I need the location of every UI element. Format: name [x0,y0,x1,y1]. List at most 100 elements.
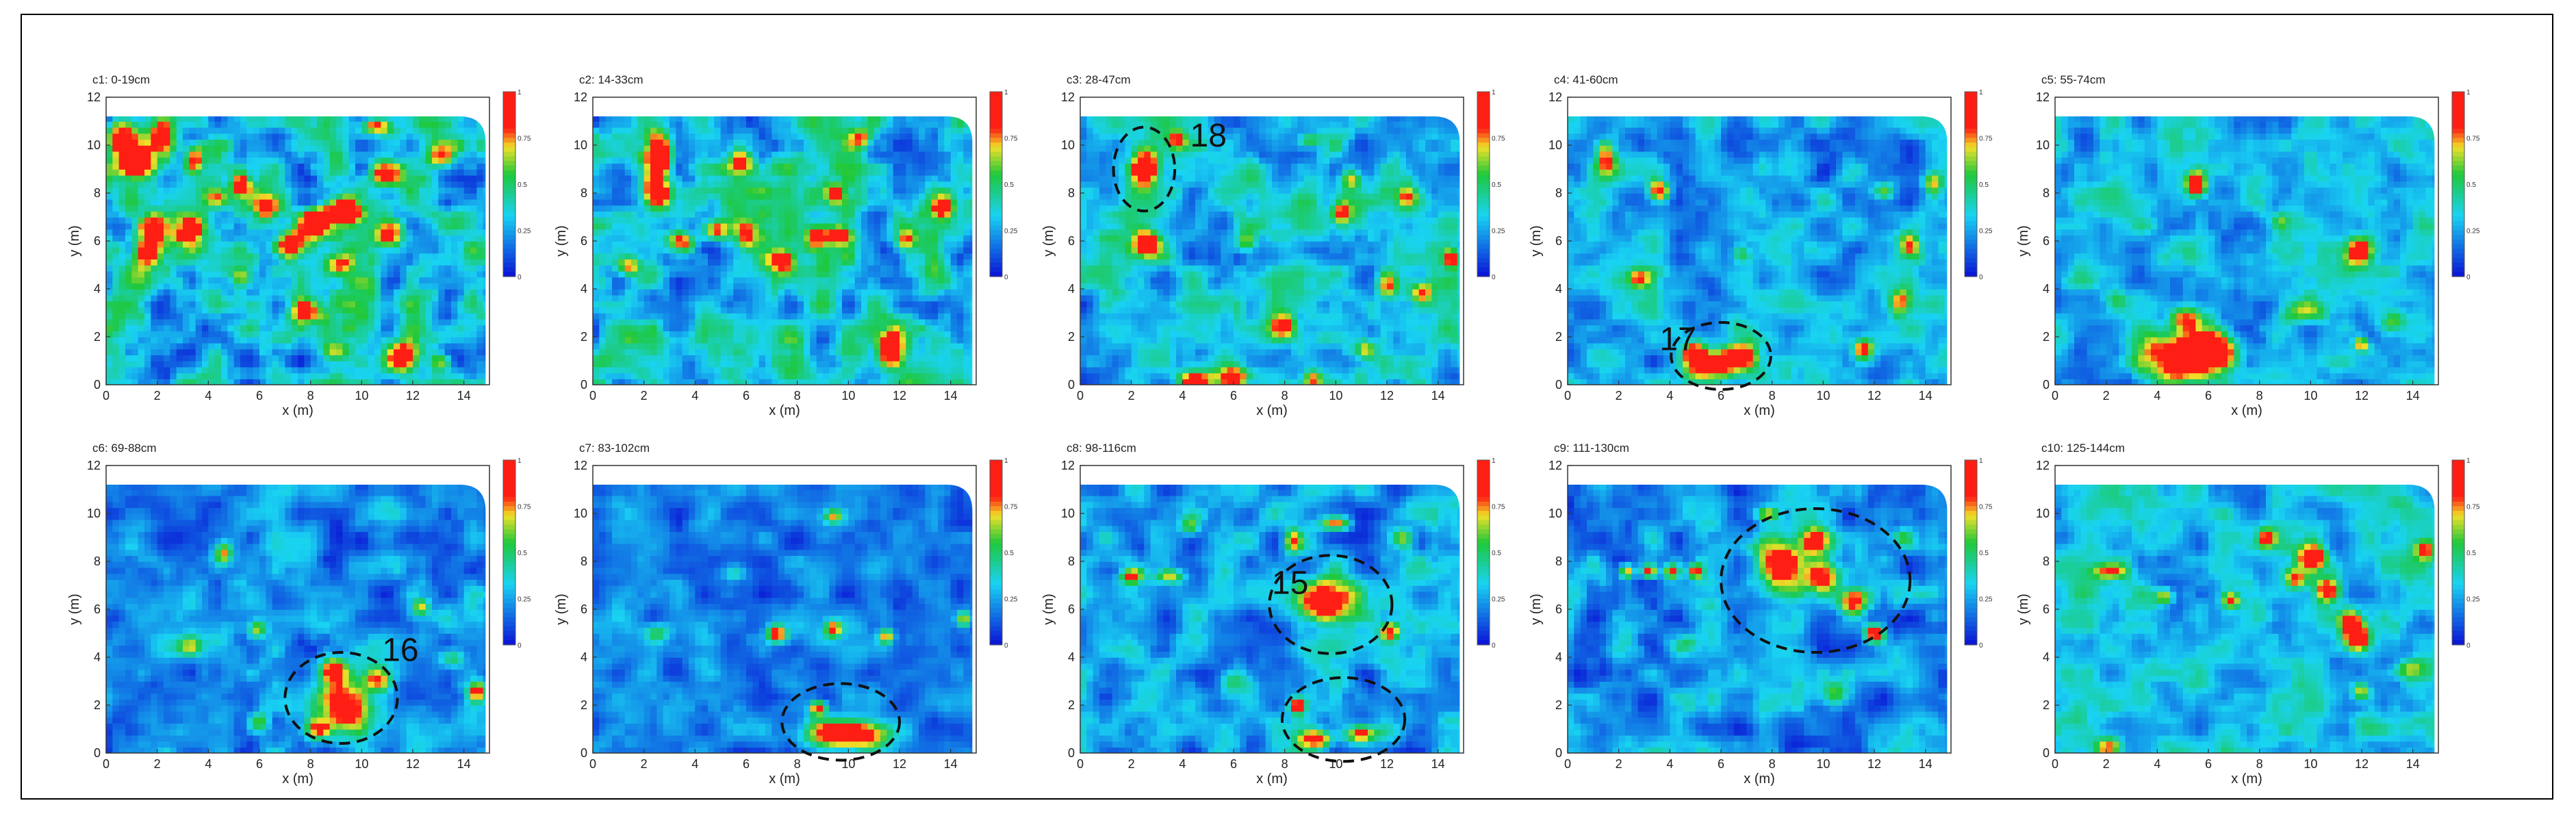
heatmap-cell [701,151,709,158]
heatmap-cell [720,211,728,218]
heatmap-cell [605,211,613,218]
heatmap-cell [804,235,811,242]
heatmap-cell [151,337,158,344]
heatmap-cell [233,265,241,272]
heatmap-cell [893,337,900,344]
heatmap-cell [663,259,670,266]
heatmap-cell [893,151,900,158]
heatmap-cell [233,169,241,176]
heatmap-cell [676,301,683,308]
heatmap-cell [444,337,452,344]
heatmap-cell [618,211,626,218]
heatmap-cell [317,361,324,368]
colorbar-tick-label: 0.25 [518,228,531,235]
heatmap-cell [618,193,626,200]
heatmap-cell [310,116,318,122]
heatmap-cell [835,253,843,260]
heatmap-cell [208,259,216,266]
heatmap-cell [829,246,837,254]
heatmap-cell [361,121,369,128]
heatmap-cell [848,235,856,242]
heatmap-cell [823,127,830,134]
heatmap-cell [214,199,222,206]
heatmap-cell [419,379,426,385]
heatmap-cell [266,294,273,302]
heatmap-cell [131,253,139,260]
heatmap-cell [810,348,817,356]
heatmap-cell [317,379,324,385]
heatmap-cell [804,133,811,140]
heatmap-cell [272,211,279,218]
heatmap-cell [304,241,311,248]
heatmap-cell [765,187,773,194]
heatmap-cell [867,211,875,218]
heatmap-cell [208,229,216,236]
heatmap-cell [368,331,375,337]
heatmap-cell [323,193,331,200]
heatmap-cell [612,283,620,290]
heatmap-cell [202,337,209,344]
heatmap-cell [195,133,203,140]
heatmap-cell [861,283,869,290]
heatmap-cell [400,355,407,361]
heatmap-cell [476,348,484,356]
heatmap-cell [804,294,811,302]
heatmap-cell [624,187,632,194]
heatmap-cell [708,199,715,206]
heatmap-cell [227,259,235,266]
heatmap-cell [246,313,254,320]
heatmap-cell [131,229,139,236]
heatmap-cell [144,331,152,337]
heatmap-cell [348,307,356,314]
heatmap-cell [593,366,600,374]
heatmap-cell [227,301,235,308]
heatmap-cell [605,331,613,337]
heatmap-cell [746,331,754,337]
heatmap-cell [214,133,222,140]
heatmap-cell [170,205,177,212]
heatmap-cell [298,277,305,284]
heatmap-cell [144,348,152,356]
heatmap-cell [272,277,279,284]
heatmap-cell [138,283,145,290]
heatmap-cell [631,229,639,236]
heatmap-cell [599,324,607,332]
heatmap-cell [463,277,471,284]
heatmap-cell [778,217,785,224]
heatmap-cell [240,259,248,266]
heatmap-cell [624,259,632,266]
heatmap-cell [823,133,830,140]
heatmap-cell [279,253,286,260]
heatmap-cell [438,151,446,158]
heatmap-cell [451,199,459,206]
heatmap-cell [842,372,850,380]
heatmap-cell [906,348,913,356]
heatmap-cell [842,246,850,254]
heatmap-cell [195,211,203,218]
heatmap-cell [701,181,709,188]
heatmap-cell [720,193,728,200]
heatmap-cell [771,265,779,272]
heatmap-cell [183,241,190,248]
heatmap-cell [381,157,388,164]
heatmap-cell [361,331,369,337]
heatmap-cell [240,163,248,170]
heatmap-cell [285,342,292,350]
heatmap-cell [374,211,382,218]
heatmap-cell [797,366,804,374]
heatmap-cell [867,169,875,176]
heatmap-cell [279,187,286,194]
heatmap-cell [310,324,318,332]
heatmap-cell [310,265,318,272]
heatmap-cell [381,372,388,380]
heatmap-cell [348,379,356,385]
heatmap-cell [612,246,620,254]
heatmap-cell [791,289,798,296]
heatmap-cell [835,235,843,242]
heatmap-cell [183,342,190,350]
heatmap-cell [676,313,683,320]
heatmap-cell [400,379,407,385]
heatmap-cell [304,235,311,242]
heatmap-cell [663,241,670,248]
heatmap-cell [457,265,465,272]
